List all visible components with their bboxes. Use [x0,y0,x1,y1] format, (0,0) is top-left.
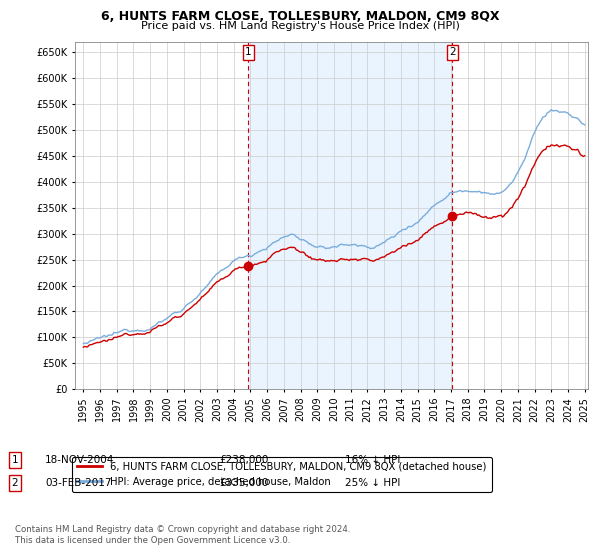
Text: £335,000: £335,000 [219,478,268,488]
Text: 18-NOV-2004: 18-NOV-2004 [45,455,115,465]
Text: Contains HM Land Registry data © Crown copyright and database right 2024.
This d: Contains HM Land Registry data © Crown c… [15,525,350,545]
Text: £238,000: £238,000 [219,455,268,465]
Text: 16% ↓ HPI: 16% ↓ HPI [345,455,400,465]
Bar [248,42,452,389]
Text: 1: 1 [11,455,19,465]
Text: 6, HUNTS FARM CLOSE, TOLLESBURY, MALDON, CM9 8QX: 6, HUNTS FARM CLOSE, TOLLESBURY, MALDON,… [101,10,499,22]
Text: 25% ↓ HPI: 25% ↓ HPI [345,478,400,488]
Text: Price paid vs. HM Land Registry's House Price Index (HPI): Price paid vs. HM Land Registry's House … [140,21,460,31]
Legend: 6, HUNTS FARM CLOSE, TOLLESBURY, MALDON, CM9 8QX (detached house), HPI: Average : 6, HUNTS FARM CLOSE, TOLLESBURY, MALDON,… [73,457,492,492]
Text: 2: 2 [11,478,19,488]
Text: 03-FEB-2017: 03-FEB-2017 [45,478,112,488]
Text: 2: 2 [449,47,456,57]
Text: 1: 1 [245,47,252,57]
